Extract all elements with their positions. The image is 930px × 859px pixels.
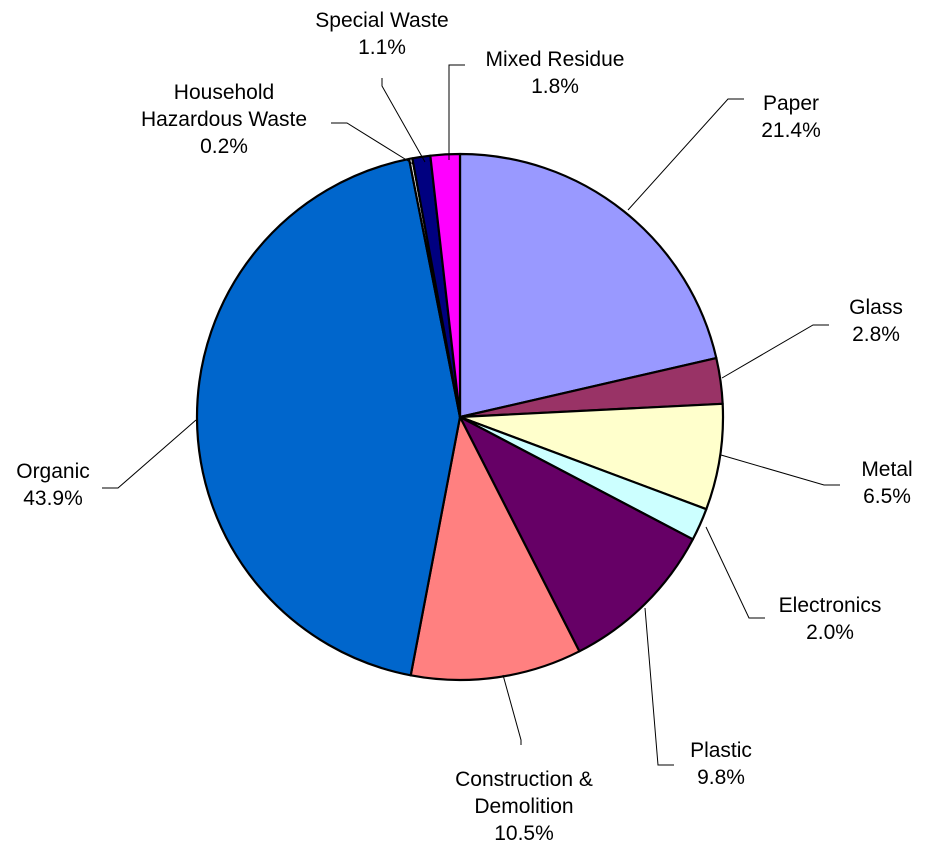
leader-line (381, 78, 426, 163)
slice-value: 0.2% (200, 135, 248, 158)
slice-labels: Paper 21.4% Glass 2.8% Metal 6.5% Electronics 2… (16, 9, 912, 845)
slice-label: Plastic 9.8% (690, 739, 752, 789)
slice-name: Paper (763, 92, 819, 115)
leader-line (705, 526, 765, 619)
slice-name: Demolition (474, 795, 573, 818)
slice-label: Paper 21.4% (761, 92, 821, 142)
slice-value: 1.8% (531, 75, 579, 98)
leader-line (644, 607, 674, 766)
leader-lines (102, 64, 840, 766)
slice-name: Construction & (455, 768, 593, 791)
leader-line (627, 98, 744, 211)
slice-value: 9.8% (697, 766, 745, 789)
slice-name: Special Waste (315, 9, 448, 32)
leader-line (502, 674, 522, 745)
pie-slices (195, 152, 725, 682)
leader-line (721, 324, 829, 379)
slice-value: 6.5% (863, 485, 911, 508)
slice-value: 1.1% (358, 36, 406, 59)
slice-label: Mixed Residue 1.8% (486, 48, 625, 98)
slice-name: Organic (16, 460, 90, 483)
slice-label: Construction & Demolition 10.5% (455, 768, 593, 845)
slice-label: Special Waste 1.1% (315, 9, 448, 59)
slice-name: Metal (861, 458, 912, 481)
leader-line (102, 419, 197, 489)
slice-name: Mixed Residue (486, 48, 625, 71)
slice-name: Glass (849, 296, 903, 319)
slice-construction-demolition (409, 415, 581, 682)
slice-value: 21.4% (761, 119, 821, 142)
slice-label: Glass 2.8% (849, 296, 903, 346)
slice-plastic (458, 415, 694, 653)
slice-label: Household Hazardous Waste 0.2% (141, 81, 307, 158)
leader-line (720, 454, 840, 486)
leader-line (331, 122, 414, 165)
slice-name: Plastic (690, 739, 752, 762)
slice-value: 43.9% (23, 487, 83, 510)
slice-name: Hazardous Waste (141, 108, 307, 131)
slice-mixed-residue (429, 152, 462, 419)
slice-organic (195, 157, 462, 677)
slice-value: 10.5% (494, 822, 554, 845)
slice-label: Metal 6.5% (861, 458, 912, 508)
slice-label: Electronics 2.0% (779, 594, 882, 644)
slice-value: 2.0% (806, 621, 854, 644)
slice-value: 2.8% (852, 323, 900, 346)
slice-name: Electronics (779, 594, 882, 617)
leader-line (448, 64, 465, 160)
slice-name: Household (174, 81, 274, 104)
slice-paper (458, 152, 718, 419)
slice-label: Organic 43.9% (16, 460, 90, 510)
